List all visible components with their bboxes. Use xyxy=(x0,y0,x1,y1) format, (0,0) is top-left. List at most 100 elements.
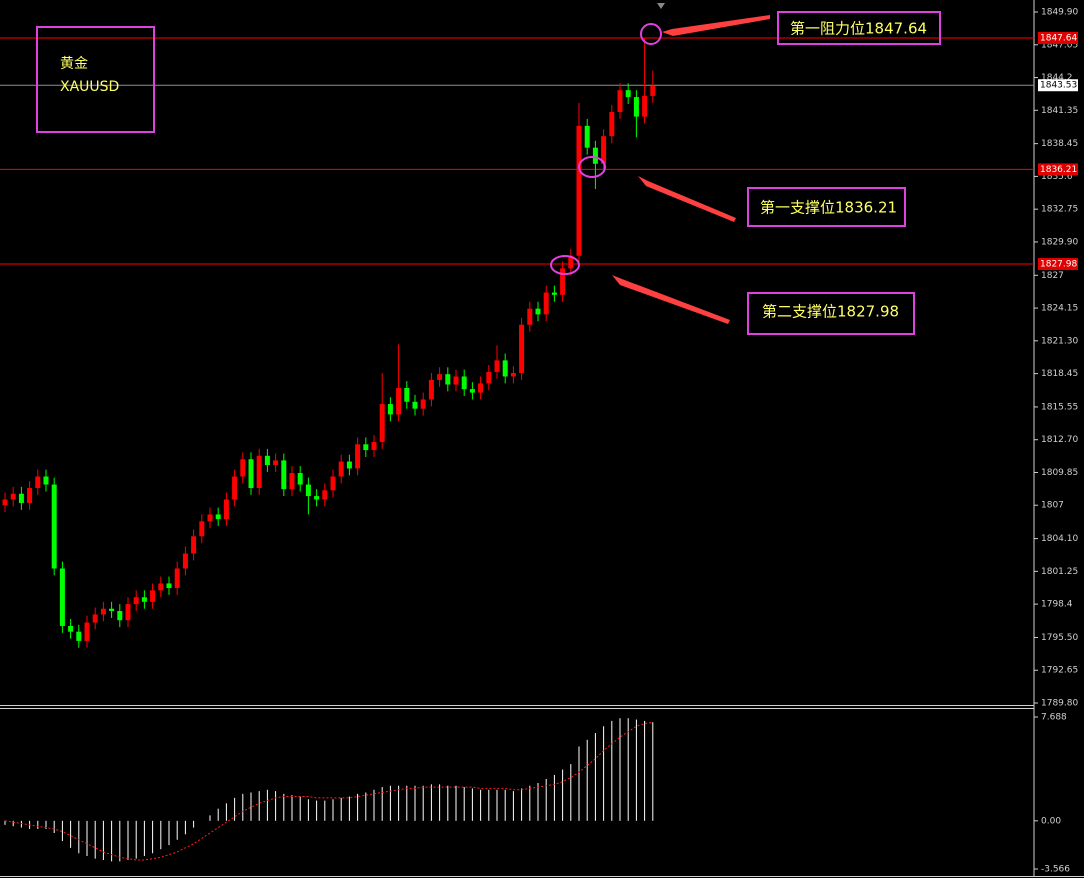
y-tick-label: 1824.15 xyxy=(1041,304,1078,314)
candle-body xyxy=(420,399,426,409)
y-tick-label: 1807 xyxy=(1041,501,1064,511)
y-tick-label: 1815.55 xyxy=(1041,402,1078,412)
candle-body xyxy=(609,112,615,137)
candle-body xyxy=(527,308,533,325)
candle-body xyxy=(314,496,320,500)
y-tick-label: 1812.70 xyxy=(1041,435,1078,445)
chart-subtitle: XAUUSD xyxy=(60,79,119,95)
candle-body xyxy=(232,476,238,500)
candle-body xyxy=(191,536,197,554)
y-tick-label: 1832.75 xyxy=(1041,205,1078,215)
y-tick-label: 0.00 xyxy=(1041,816,1061,826)
candle-body xyxy=(43,476,49,485)
shift-marker xyxy=(657,3,665,9)
candle-body xyxy=(150,590,156,602)
candle-body xyxy=(404,387,410,402)
candle-body xyxy=(363,444,369,451)
candle-body xyxy=(199,521,205,537)
candle-body xyxy=(437,374,443,380)
candle-body xyxy=(322,490,328,500)
candle-body xyxy=(223,499,229,520)
candle-body xyxy=(207,514,213,522)
candle-body xyxy=(461,376,467,390)
title-box xyxy=(36,26,155,133)
candle-body xyxy=(601,136,607,164)
candle-body xyxy=(650,85,656,96)
candle-body xyxy=(35,476,41,488)
highlight-circle xyxy=(550,255,580,275)
candle-body xyxy=(551,292,557,295)
candle-body xyxy=(519,324,525,374)
candle-body xyxy=(240,459,246,477)
candle-body xyxy=(273,460,279,466)
level-label: 1843.53 xyxy=(1040,81,1077,91)
candle-body xyxy=(584,125,590,148)
candle-body xyxy=(27,487,33,503)
candle-body xyxy=(281,460,287,490)
annotation: 第一阻力位1847.64 xyxy=(790,20,927,38)
candle-body xyxy=(51,484,57,569)
y-tick-label: 1849.90 xyxy=(1041,8,1078,18)
level-label-box xyxy=(1038,163,1078,176)
candle-body xyxy=(592,147,598,164)
level-label-box xyxy=(1038,31,1078,44)
candle-body xyxy=(379,404,385,443)
y-tick-label: 1801.25 xyxy=(1041,567,1078,577)
candle-body xyxy=(330,476,336,491)
candle-body xyxy=(338,461,344,477)
candle-body xyxy=(174,568,180,589)
candle-body xyxy=(18,493,24,503)
arrow xyxy=(612,275,730,324)
candle-body xyxy=(305,484,311,497)
candle-body xyxy=(371,442,377,451)
candle-body xyxy=(76,631,82,641)
y-tick-label: 1827 xyxy=(1041,271,1064,281)
y-tick-label: 1809.85 xyxy=(1041,468,1078,478)
y-tick-label: 1804.10 xyxy=(1041,534,1078,544)
candle-body xyxy=(633,97,639,117)
candle-body xyxy=(387,404,393,415)
candle-body xyxy=(68,625,74,632)
candle-body xyxy=(117,611,123,621)
candle-body xyxy=(412,401,418,409)
candle-body xyxy=(125,604,131,621)
chart-title: 黄金 xyxy=(60,55,88,72)
candle-body xyxy=(10,493,16,500)
highlight-circle xyxy=(578,156,606,178)
annotation: 第一支撑位1836.21 xyxy=(760,199,897,217)
candle-body xyxy=(59,568,65,626)
candle-body xyxy=(166,583,172,589)
y-tick-label: -3.566 xyxy=(1041,865,1070,875)
candle-body xyxy=(469,389,475,393)
candle-body xyxy=(625,90,631,98)
candle-body xyxy=(510,373,516,377)
candle-body xyxy=(297,473,303,485)
candle-body xyxy=(2,499,8,506)
y-tick-label: 1847.05 xyxy=(1041,40,1078,50)
candle-body xyxy=(486,371,492,384)
candle-body xyxy=(535,308,541,315)
candle-body xyxy=(453,376,459,385)
candle-body xyxy=(92,614,98,623)
candle-body xyxy=(568,255,574,269)
level-label: 1847.64 xyxy=(1040,33,1077,43)
candle-body xyxy=(576,125,582,256)
y-tick-label: 1798.4 xyxy=(1041,600,1073,610)
candle-body xyxy=(182,553,188,569)
y-tick-label: 1829.90 xyxy=(1041,237,1078,247)
y-tick-label: 1795.50 xyxy=(1041,633,1078,643)
candle-body xyxy=(256,455,262,488)
candle-body xyxy=(215,514,221,520)
candle-body xyxy=(617,90,623,113)
candle-body xyxy=(445,374,451,385)
y-tick-label: 1841.35 xyxy=(1041,106,1078,116)
candle-body xyxy=(346,461,352,469)
level-label: 1827.98 xyxy=(1040,260,1077,270)
candle-body xyxy=(355,444,361,469)
candle-body xyxy=(84,622,90,641)
candle-body xyxy=(502,360,508,377)
annotation-box xyxy=(777,11,941,45)
candle-body xyxy=(248,459,254,488)
